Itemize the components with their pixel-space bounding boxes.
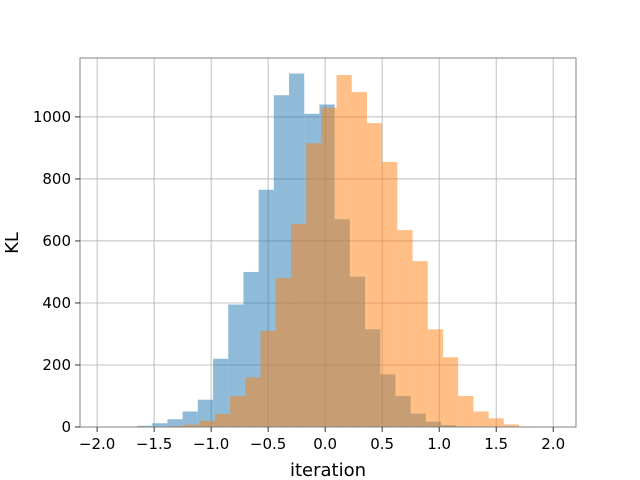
x-axis-label: iteration	[290, 460, 366, 480]
x-tick-label: 1.5	[484, 435, 508, 453]
histogram-bar-series-2	[260, 330, 276, 427]
y-axis-label: KL	[2, 232, 23, 254]
histogram-bar-series-1	[152, 423, 168, 427]
histogram-bar-series-2	[412, 261, 428, 427]
histogram-bar-series-2	[275, 278, 291, 427]
histogram-bar-series-1	[197, 399, 214, 427]
histogram-bar-series-2	[351, 92, 367, 427]
x-tick-label: −1.5	[136, 435, 172, 453]
x-tick-label: 2.0	[541, 435, 565, 453]
histogram-bar-series-2	[427, 329, 443, 427]
histogram-bar-series-2	[199, 420, 215, 427]
histogram-bar-series-2	[306, 143, 322, 427]
histogram-bar-series-2	[184, 424, 200, 427]
histogram-bar-series-2	[290, 223, 307, 427]
y-tick-label: 600	[42, 232, 71, 250]
y-tick-label: 200	[42, 356, 71, 374]
y-tick-label: 400	[42, 294, 71, 312]
x-tick-label: 1.0	[427, 435, 451, 453]
histogram-bar-series-2	[503, 424, 519, 427]
x-tick-label: 0.0	[313, 435, 337, 453]
y-tick-label: 0	[61, 418, 71, 436]
histogram-bar-series-1	[213, 358, 229, 427]
histogram-bar-series-2	[458, 395, 474, 427]
x-tick-label: −2.0	[79, 435, 115, 453]
x-tick-label: −1.0	[193, 435, 229, 453]
histogram-bar-series-2	[397, 230, 413, 427]
y-tick-label: 800	[42, 170, 71, 188]
histogram-bar-series-2	[382, 161, 398, 427]
y-tick-label: 1000	[33, 108, 71, 126]
histogram-bar-series-2	[245, 377, 261, 427]
histogram-bar-series-1	[167, 419, 183, 427]
histogram-bar-series-1	[182, 411, 198, 427]
x-tick-label: −0.5	[250, 435, 286, 453]
histogram-bar-series-2	[230, 395, 246, 427]
plot-frame	[79, 57, 577, 428]
axis-ticks: −2.0 −1.5 −1.0 −0.5 0.0 0.5 1.0 1.5 2.0 0 200 400 60…	[33, 108, 565, 453]
histogram-bar-series-2	[336, 75, 352, 427]
histogram-bar-series-2	[442, 357, 459, 427]
histogram-bar-series-1	[137, 425, 153, 427]
histogram-bar-series-2	[366, 123, 383, 427]
histogram-bars	[91, 73, 550, 427]
x-tick-label: 0.5	[370, 435, 394, 453]
histogram-bar-series-2	[321, 107, 337, 427]
histogram-bar-series-2	[214, 413, 231, 427]
histogram-bar-series-2	[473, 411, 489, 427]
histogram-bar-series-2	[488, 418, 504, 427]
